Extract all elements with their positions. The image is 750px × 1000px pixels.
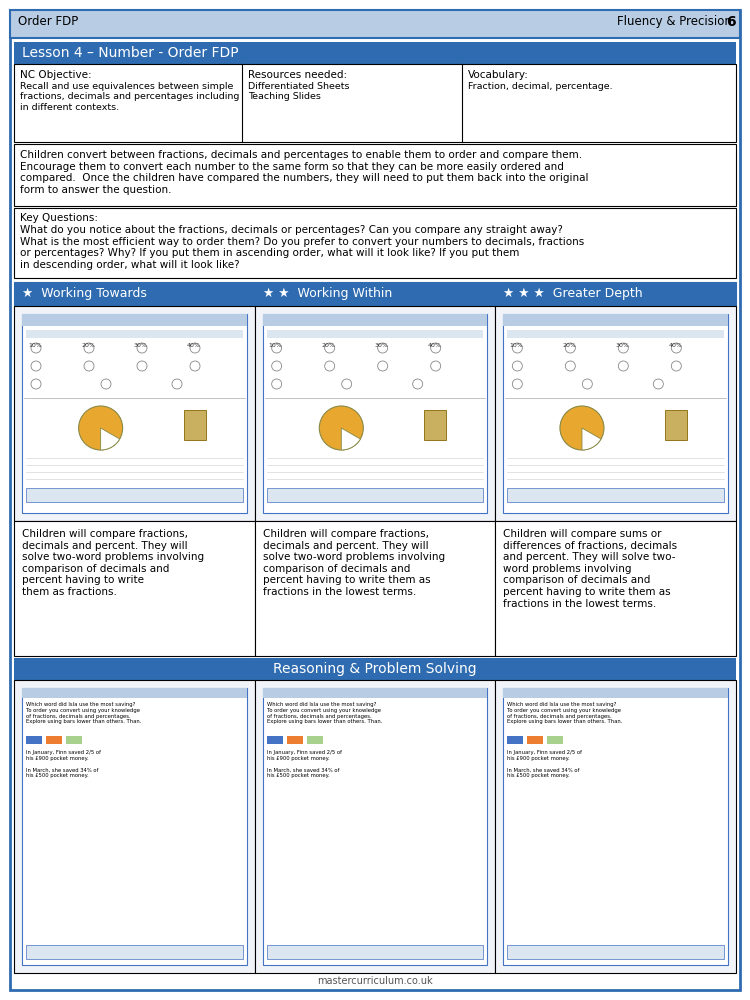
Bar xyxy=(14,658,736,680)
Bar xyxy=(267,736,283,744)
Bar xyxy=(26,488,243,502)
Text: 40%: 40% xyxy=(668,343,682,348)
Text: Fraction, decimal, percentage.: Fraction, decimal, percentage. xyxy=(468,82,613,91)
Text: Which word did Isla use the most saving?
To order you convert using your knowled: Which word did Isla use the most saving?… xyxy=(26,702,141,724)
Text: 30%: 30% xyxy=(134,343,148,348)
Bar xyxy=(503,314,728,326)
Bar xyxy=(424,410,446,440)
Text: Vocabulary:: Vocabulary: xyxy=(468,70,529,80)
Text: In January, Finn saved 2/5 of
his £900 pocket money.

In March, she saved 34% of: In January, Finn saved 2/5 of his £900 p… xyxy=(26,750,100,778)
Bar xyxy=(267,330,483,338)
Bar xyxy=(307,736,322,744)
Bar xyxy=(184,410,206,440)
Circle shape xyxy=(79,406,123,450)
Text: 10%: 10% xyxy=(268,343,283,348)
Text: 10%: 10% xyxy=(28,343,42,348)
Text: Recall and use equivalences between simple
fractions, decimals and percentages i: Recall and use equivalences between simp… xyxy=(20,82,239,112)
Text: Children will compare fractions,
decimals and percent. They will
solve two-word : Children will compare fractions, decimal… xyxy=(22,529,204,597)
Wedge shape xyxy=(100,428,120,450)
Bar xyxy=(10,10,740,38)
Text: 30%: 30% xyxy=(375,343,388,348)
Bar xyxy=(286,736,303,744)
Text: What do you notice about the fractions, decimals or percentages? Can you compare: What do you notice about the fractions, … xyxy=(20,225,584,270)
Bar xyxy=(262,314,488,513)
Text: mastercurriculum.co.uk: mastercurriculum.co.uk xyxy=(317,976,433,986)
Text: Differentiated Sheets
Teaching Slides: Differentiated Sheets Teaching Slides xyxy=(248,82,350,101)
Text: Children will compare sums or
differences of fractions, decimals
and percent. Th: Children will compare sums or difference… xyxy=(503,529,677,609)
Bar xyxy=(548,736,563,744)
Text: 10%: 10% xyxy=(509,343,523,348)
Bar xyxy=(262,688,488,965)
Text: In January, Finn saved 2/5 of
his £900 pocket money.

In March, she saved 34% of: In January, Finn saved 2/5 of his £900 p… xyxy=(507,750,582,778)
Bar xyxy=(495,282,736,306)
Bar xyxy=(14,208,736,278)
Bar xyxy=(507,488,724,502)
Bar xyxy=(267,488,483,502)
Bar xyxy=(507,330,724,338)
Bar xyxy=(14,64,736,142)
Bar xyxy=(255,306,495,521)
Bar xyxy=(22,314,247,326)
Bar xyxy=(495,521,736,656)
Bar xyxy=(14,144,736,206)
Text: ★ ★ ★  Greater Depth: ★ ★ ★ Greater Depth xyxy=(503,287,643,300)
Bar xyxy=(495,680,736,973)
Text: Key Questions:: Key Questions: xyxy=(20,213,98,223)
Circle shape xyxy=(560,406,604,450)
Text: 40%: 40% xyxy=(427,343,442,348)
Text: Children will compare fractions,
decimals and percent. They will
solve two-word : Children will compare fractions, decimal… xyxy=(262,529,445,597)
Bar xyxy=(503,688,728,698)
Text: 20%: 20% xyxy=(562,343,576,348)
Bar xyxy=(14,680,255,973)
Text: NC Objective:: NC Objective: xyxy=(20,70,92,80)
Text: Which word did Isla use the most saving?
To order you convert using your knowled: Which word did Isla use the most saving?… xyxy=(267,702,382,724)
Text: Reasoning & Problem Solving: Reasoning & Problem Solving xyxy=(273,662,477,676)
Bar xyxy=(495,306,736,521)
Circle shape xyxy=(320,406,363,450)
Text: 40%: 40% xyxy=(187,343,201,348)
Bar xyxy=(14,306,255,521)
Text: Fluency & Precision: Fluency & Precision xyxy=(617,15,732,28)
Bar xyxy=(22,688,247,965)
Bar xyxy=(262,314,488,326)
Text: Order FDP: Order FDP xyxy=(18,15,78,28)
Text: 20%: 20% xyxy=(81,343,94,348)
Bar xyxy=(262,688,488,698)
Text: Resources needed:: Resources needed: xyxy=(248,70,347,80)
Bar xyxy=(507,736,524,744)
Bar xyxy=(26,945,243,959)
Bar xyxy=(14,282,255,306)
Bar xyxy=(14,42,736,64)
Text: Lesson 4 – Number - Order FDP: Lesson 4 – Number - Order FDP xyxy=(22,46,238,60)
Wedge shape xyxy=(582,428,601,450)
Text: Children convert between fractions, decimals and percentages to enable them to o: Children convert between fractions, deci… xyxy=(20,150,589,195)
Text: Which word did Isla use the most saving?
To order you convert using your knowled: Which word did Isla use the most saving?… xyxy=(507,702,622,724)
Text: 6: 6 xyxy=(726,15,736,29)
Bar xyxy=(14,521,255,656)
Bar xyxy=(503,314,728,513)
Text: ★  Working Towards: ★ Working Towards xyxy=(22,287,147,300)
Bar xyxy=(267,945,483,959)
Bar xyxy=(26,330,243,338)
Bar xyxy=(527,736,543,744)
Text: 20%: 20% xyxy=(322,343,335,348)
Bar xyxy=(507,945,724,959)
Bar xyxy=(255,521,495,656)
Wedge shape xyxy=(341,428,360,450)
Bar xyxy=(503,688,728,965)
Text: ★ ★  Working Within: ★ ★ Working Within xyxy=(262,287,392,300)
Bar xyxy=(665,410,687,440)
Bar xyxy=(26,736,42,744)
Bar xyxy=(46,736,62,744)
Bar xyxy=(22,314,247,513)
Bar xyxy=(66,736,82,744)
Bar xyxy=(255,282,495,306)
Bar xyxy=(22,688,247,698)
Text: In January, Finn saved 2/5 of
his £900 pocket money.

In March, she saved 34% of: In January, Finn saved 2/5 of his £900 p… xyxy=(267,750,341,778)
Text: 30%: 30% xyxy=(615,343,629,348)
Bar xyxy=(255,680,495,973)
